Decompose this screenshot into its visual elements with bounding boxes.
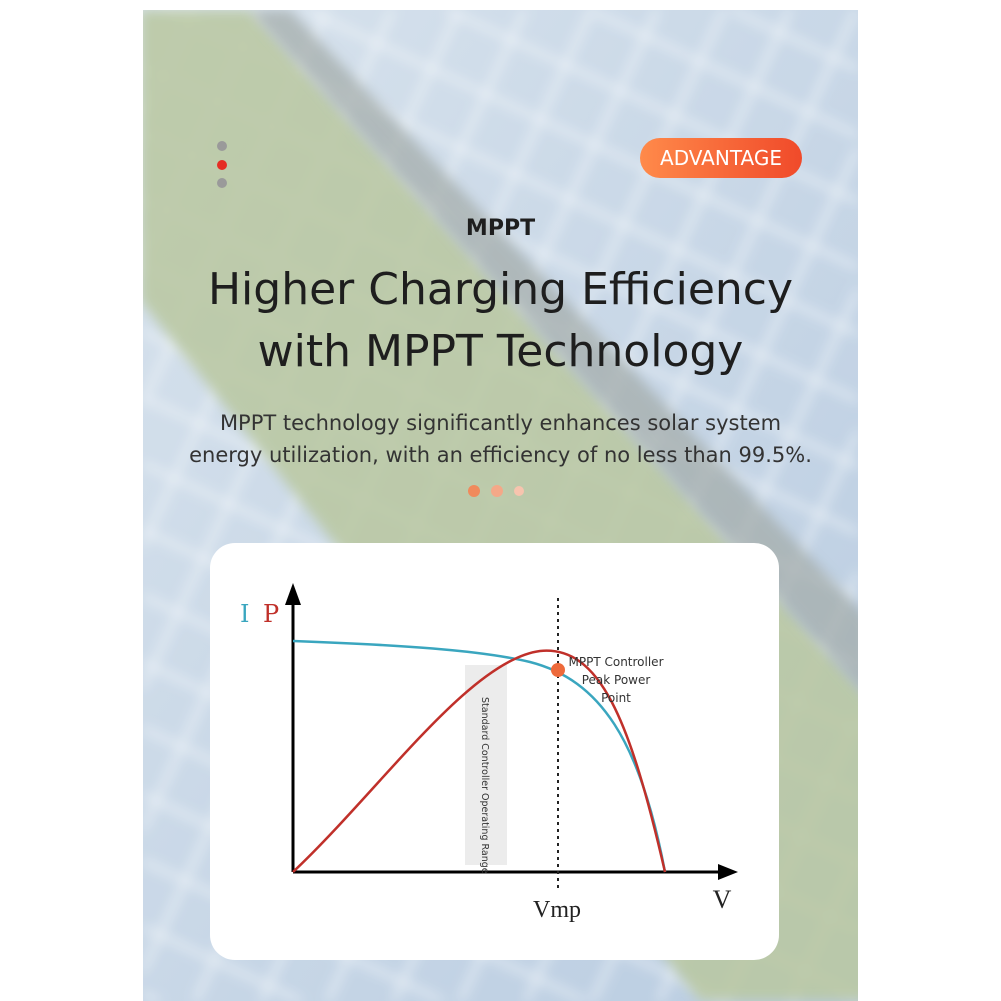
title-line: with MPPT Technology xyxy=(257,326,744,377)
vmp-label: Vmp xyxy=(533,897,581,923)
kicker: MPPT xyxy=(465,216,536,241)
range-label: Standard Controller Operating Range xyxy=(479,697,490,874)
peak-label: MPPT Controller xyxy=(569,655,664,669)
peak-label: Point xyxy=(601,691,631,705)
description-line: energy utilization, with an efficiency o… xyxy=(189,443,812,467)
x-axis-label: V xyxy=(713,885,732,914)
power-label: P xyxy=(263,600,279,628)
title-line: Higher Charging Efficiency xyxy=(207,264,794,315)
current-label: I xyxy=(240,600,249,628)
peak-label: Peak Power xyxy=(582,673,651,687)
badge: ADVANTAGE xyxy=(660,146,782,170)
description-line: MPPT technology significantly enhances s… xyxy=(219,411,782,435)
